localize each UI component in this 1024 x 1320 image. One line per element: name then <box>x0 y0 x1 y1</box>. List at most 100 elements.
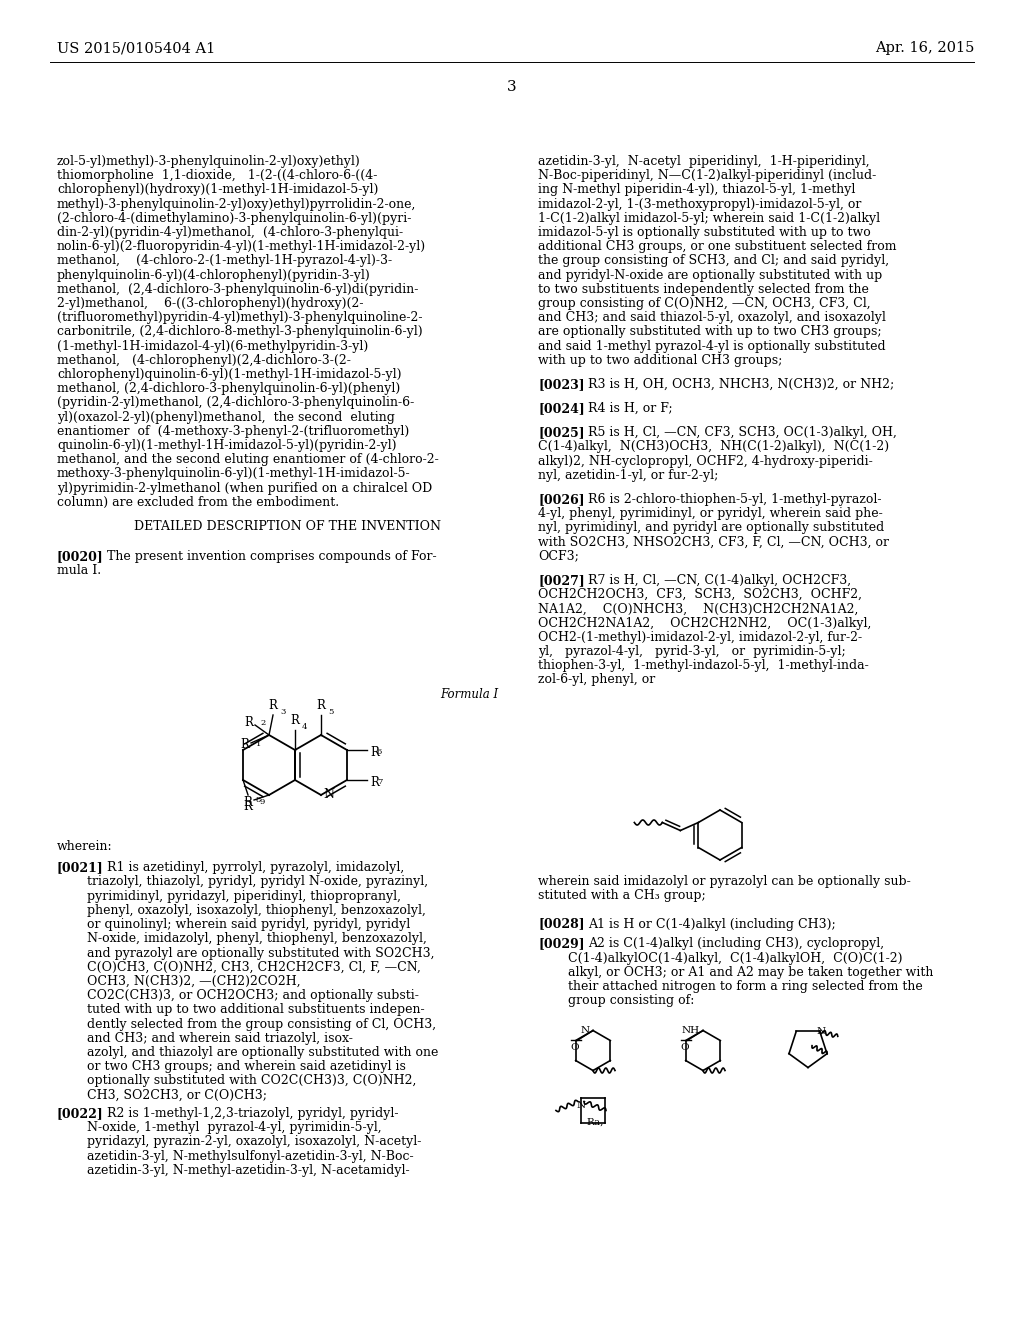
Text: 9: 9 <box>259 799 264 807</box>
Text: R: R <box>268 700 278 711</box>
Text: azetidin-3-yl, N-methylsulfonyl-azetidin-3-yl, N-Boc-: azetidin-3-yl, N-methylsulfonyl-azetidin… <box>87 1150 414 1163</box>
Text: chlorophenyl)(hydroxy)(1-methyl-1H-imidazol-5-yl): chlorophenyl)(hydroxy)(1-methyl-1H-imida… <box>57 183 379 197</box>
Text: DETAILED DESCRIPTION OF THE INVENTION: DETAILED DESCRIPTION OF THE INVENTION <box>133 520 440 533</box>
Text: 2: 2 <box>260 719 265 727</box>
Text: Formula I: Formula I <box>440 688 498 701</box>
Text: methanol, and the second eluting enantiomer of (4-chloro-2-: methanol, and the second eluting enantio… <box>57 453 438 466</box>
Text: [0022]: [0022] <box>57 1107 103 1119</box>
Text: the group consisting of SCH3, and Cl; and said pyridyl,: the group consisting of SCH3, and Cl; an… <box>538 255 889 268</box>
Text: their attached nitrogen to form a ring selected from the: their attached nitrogen to form a ring s… <box>568 979 923 993</box>
Text: to two substituents independently selected from the: to two substituents independently select… <box>538 282 869 296</box>
Text: yl)pyrimidin-2-ylmethanol (when purified on a chiralcel OD: yl)pyrimidin-2-ylmethanol (when purified… <box>57 482 432 495</box>
Text: OCH3, N(CH3)2, —(CH2)2CO2H,: OCH3, N(CH3)2, —(CH2)2CO2H, <box>87 975 301 987</box>
Text: 4-yl, phenyl, pyrimidinyl, or pyridyl, wherein said phe-: 4-yl, phenyl, pyrimidinyl, or pyridyl, w… <box>538 507 883 520</box>
Text: R: R <box>370 776 379 788</box>
Text: quinolin-6-yl)(1-methyl-1H-imidazol-5-yl)(pyridin-2-yl): quinolin-6-yl)(1-methyl-1H-imidazol-5-yl… <box>57 440 396 451</box>
Text: alkyl)2, NH-cyclopropyl, OCHF2, 4-hydroxy-piperidi-: alkyl)2, NH-cyclopropyl, OCHF2, 4-hydrox… <box>538 454 872 467</box>
Text: column) are excluded from the embodiment.: column) are excluded from the embodiment… <box>57 496 339 508</box>
Text: R: R <box>370 746 379 759</box>
Text: N: N <box>323 788 334 801</box>
Text: R5 is H, Cl, —CN, CF3, SCH3, OC(1-3)alkyl, OH,: R5 is H, Cl, —CN, CF3, SCH3, OC(1-3)alky… <box>588 426 897 440</box>
Text: O: O <box>570 1043 580 1052</box>
Text: N: N <box>816 1027 825 1036</box>
Text: R3 is H, OH, OCH3, NHCH3, N(CH3)2, or NH2;: R3 is H, OH, OCH3, NHCH3, N(CH3)2, or NH… <box>588 378 894 391</box>
Text: group consisting of:: group consisting of: <box>568 994 694 1007</box>
Text: (pyridin-2-yl)methanol, (2,4-dichloro-3-phenylquinolin-6-: (pyridin-2-yl)methanol, (2,4-dichloro-3-… <box>57 396 415 409</box>
Text: Ra,: Ra, <box>586 1118 603 1127</box>
Text: NA1A2,    C(O)NHCH3,    N(CH3)CH2CH2NA1A2,: NA1A2, C(O)NHCH3, N(CH3)CH2CH2NA1A2, <box>538 602 858 615</box>
Text: C(1-4)alkylOC(1-4)alkyl,  C(1-4)alkylOH,  C(O)C(1-2): C(1-4)alkylOC(1-4)alkyl, C(1-4)alkylOH, … <box>568 952 902 965</box>
Text: azolyl, and thiazolyl are optionally substituted with one: azolyl, and thiazolyl are optionally sub… <box>87 1045 438 1059</box>
Text: optionally substituted with CO2C(CH3)3, C(O)NH2,: optionally substituted with CO2C(CH3)3, … <box>87 1074 417 1088</box>
Text: 5: 5 <box>328 708 334 715</box>
Text: A1 is H or C(1-4)alkyl (including CH3);: A1 is H or C(1-4)alkyl (including CH3); <box>588 917 836 931</box>
Text: or quinolinyl; wherein said pyridyl, pyridyl, pyridyl: or quinolinyl; wherein said pyridyl, pyr… <box>87 919 411 931</box>
Text: yl,   pyrazol-4-yl,   pyrid-3-yl,   or  pyrimidin-5-yl;: yl, pyrazol-4-yl, pyrid-3-yl, or pyrimid… <box>538 645 846 657</box>
Text: [0021]: [0021] <box>57 861 103 874</box>
Text: [0026]: [0026] <box>538 492 585 506</box>
Text: phenyl, oxazolyl, isoxazolyl, thiophenyl, benzoxazolyl,: phenyl, oxazolyl, isoxazolyl, thiophenyl… <box>87 904 426 917</box>
Text: triazolyl, thiazolyl, pyridyl, pyridyl N-oxide, pyrazinyl,: triazolyl, thiazolyl, pyridyl, pyridyl N… <box>87 875 428 888</box>
Text: chlorophenyl)quinolin-6-yl)(1-methyl-1H-imidazol-5-yl): chlorophenyl)quinolin-6-yl)(1-methyl-1H-… <box>57 368 401 381</box>
Text: enantiomer  of  (4-methoxy-3-phenyl-2-(trifluoromethyl): enantiomer of (4-methoxy-3-phenyl-2-(tri… <box>57 425 410 438</box>
Text: R: R <box>241 738 249 751</box>
Text: R2 is 1-methyl-1,2,3-triazolyl, pyridyl, pyridyl-: R2 is 1-methyl-1,2,3-triazolyl, pyridyl,… <box>106 1107 398 1119</box>
Text: R1 is azetidinyl, pyrrolyl, pyrazolyl, imidazolyl,: R1 is azetidinyl, pyrrolyl, pyrazolyl, i… <box>106 861 404 874</box>
Text: A2 is C(1-4)alkyl (including CH3), cyclopropyl,: A2 is C(1-4)alkyl (including CH3), cyclo… <box>588 937 884 950</box>
Text: N: N <box>581 1026 590 1035</box>
Text: [0029]: [0029] <box>538 937 585 950</box>
Text: and pyrazolyl are optionally substituted with SO2CH3,: and pyrazolyl are optionally substituted… <box>87 946 434 960</box>
Text: nolin-6-yl)(2-fluoropyridin-4-yl)(1-methyl-1H-imidazol-2-yl): nolin-6-yl)(2-fluoropyridin-4-yl)(1-meth… <box>57 240 426 253</box>
Text: NH: NH <box>682 1026 700 1035</box>
Text: R4 is H, or F;: R4 is H, or F; <box>588 403 673 414</box>
Text: 6: 6 <box>377 748 382 756</box>
Text: R: R <box>291 714 299 727</box>
Text: imidazol-5-yl is optionally substituted with up to two: imidazol-5-yl is optionally substituted … <box>538 226 870 239</box>
Text: N: N <box>577 1101 586 1110</box>
Text: methoxy-3-phenylquinolin-6-yl)(1-methyl-1H-imidazol-5-: methoxy-3-phenylquinolin-6-yl)(1-methyl-… <box>57 467 411 480</box>
Text: imidazol-2-yl, 1-(3-methoxypropyl)-imidazol-5-yl, or: imidazol-2-yl, 1-(3-methoxypropyl)-imida… <box>538 198 861 211</box>
Text: thiomorpholine  1,1-dioxide,   1-(2-((4-chloro-6-((4-: thiomorpholine 1,1-dioxide, 1-(2-((4-chl… <box>57 169 378 182</box>
Text: with SO2CH3, NHSO2CH3, CF3, F, Cl, —CN, OCH3, or: with SO2CH3, NHSO2CH3, CF3, F, Cl, —CN, … <box>538 536 889 549</box>
Text: [0024]: [0024] <box>538 403 585 414</box>
Text: zol-6-yl, phenyl, or: zol-6-yl, phenyl, or <box>538 673 655 686</box>
Text: alkyl, or OCH3; or A1 and A2 may be taken together with: alkyl, or OCH3; or A1 and A2 may be take… <box>568 966 933 979</box>
Text: or two CH3 groups; and wherein said azetidinyl is: or two CH3 groups; and wherein said azet… <box>87 1060 406 1073</box>
Text: methanol,    (4-chloro-2-(1-methyl-1H-pyrazol-4-yl)-3-: methanol, (4-chloro-2-(1-methyl-1H-pyraz… <box>57 255 392 268</box>
Text: C(1-4)alkyl,  N(CH3)OCH3,  NH(C(1-2)alkyl),  N(C(1-2): C(1-4)alkyl, N(CH3)OCH3, NH(C(1-2)alkyl)… <box>538 441 889 453</box>
Text: additional CH3 groups, or one substituent selected from: additional CH3 groups, or one substituen… <box>538 240 896 253</box>
Text: N-oxide, 1-methyl  pyrazol-4-yl, pyrimidin-5-yl,: N-oxide, 1-methyl pyrazol-4-yl, pyrimidi… <box>87 1121 382 1134</box>
Text: with up to two additional CH3 groups;: with up to two additional CH3 groups; <box>538 354 782 367</box>
Text: N-Boc-piperidinyl, N—C(1-2)alkyl-piperidinyl (includ-: N-Boc-piperidinyl, N—C(1-2)alkyl-piperid… <box>538 169 877 182</box>
Text: R: R <box>243 796 252 808</box>
Text: R7 is H, Cl, —CN, C(1-4)alkyl, OCH2CF3,: R7 is H, Cl, —CN, C(1-4)alkyl, OCH2CF3, <box>588 574 851 587</box>
Text: yl)(oxazol-2-yl)(phenyl)methanol,  the second  eluting: yl)(oxazol-2-yl)(phenyl)methanol, the se… <box>57 411 395 424</box>
Text: and CH3; and said thiazol-5-yl, oxazolyl, and isoxazolyl: and CH3; and said thiazol-5-yl, oxazolyl… <box>538 312 886 325</box>
Text: [0028]: [0028] <box>538 917 585 931</box>
Text: O: O <box>681 1043 689 1052</box>
Text: pyrimidinyl, pyridazyl, piperidinyl, thiopropranyl,: pyrimidinyl, pyridazyl, piperidinyl, thi… <box>87 890 401 903</box>
Text: and said 1-methyl pyrazol-4-yl is optionally substituted: and said 1-methyl pyrazol-4-yl is option… <box>538 339 886 352</box>
Text: R6 is 2-chloro-thiophen-5-yl, 1-methyl-pyrazol-: R6 is 2-chloro-thiophen-5-yl, 1-methyl-p… <box>588 492 882 506</box>
Text: methanol, (2,4-dichloro-3-phenylquinolin-6-yl)(phenyl): methanol, (2,4-dichloro-3-phenylquinolin… <box>57 383 400 395</box>
Text: dently selected from the group consisting of Cl, OCH3,: dently selected from the group consistin… <box>87 1018 436 1031</box>
Text: OCF3;: OCF3; <box>538 549 579 562</box>
Text: [0020]: [0020] <box>57 549 103 562</box>
Text: 2-yl)methanol,    6-((3-chlorophenyl)(hydroxy)(2-: 2-yl)methanol, 6-((3-chlorophenyl)(hydro… <box>57 297 364 310</box>
Text: and CH3; and wherein said triazolyl, isox-: and CH3; and wherein said triazolyl, iso… <box>87 1032 353 1044</box>
Text: OCH2CH2OCH3,  CF3,  SCH3,  SO2CH3,  OCHF2,: OCH2CH2OCH3, CF3, SCH3, SO2CH3, OCHF2, <box>538 589 862 601</box>
Text: Apr. 16, 2015: Apr. 16, 2015 <box>874 41 974 55</box>
Text: nyl, pyrimidinyl, and pyridyl are optionally substituted: nyl, pyrimidinyl, and pyridyl are option… <box>538 521 885 535</box>
Text: (trifluoromethyl)pyridin-4-yl)methyl)-3-phenylquinoline-2-: (trifluoromethyl)pyridin-4-yl)methyl)-3-… <box>57 312 423 325</box>
Text: 4: 4 <box>302 723 307 731</box>
Text: stituted with a CH₃ group;: stituted with a CH₃ group; <box>538 890 706 902</box>
Text: C(O)CH3, C(O)NH2, CH3, CH2CH2CF3, Cl, F, —CN,: C(O)CH3, C(O)NH2, CH3, CH2CH2CF3, Cl, F,… <box>87 961 421 974</box>
Text: (1-methyl-1H-imidazol-4-yl)(6-methylpyridin-3-yl): (1-methyl-1H-imidazol-4-yl)(6-methylpyri… <box>57 339 369 352</box>
Text: OCH2CH2NA1A2,    OCH2CH2NH2,    OC(1-3)alkyl,: OCH2CH2NA1A2, OCH2CH2NH2, OC(1-3)alkyl, <box>538 616 871 630</box>
Text: phenylquinolin-6-yl)(4-chlorophenyl)(pyridin-3-yl): phenylquinolin-6-yl)(4-chlorophenyl)(pyr… <box>57 268 371 281</box>
Text: 1: 1 <box>256 741 261 748</box>
Text: tuted with up to two additional substituents indepen-: tuted with up to two additional substitu… <box>87 1003 425 1016</box>
Text: din-2-yl)(pyridin-4-yl)methanol,  (4-chloro-3-phenylqui-: din-2-yl)(pyridin-4-yl)methanol, (4-chlo… <box>57 226 403 239</box>
Text: azetidin-3-yl, N-methyl-azetidin-3-yl, N-acetamidyl-: azetidin-3-yl, N-methyl-azetidin-3-yl, N… <box>87 1164 410 1176</box>
Text: azetidin-3-yl,  N-acetyl  piperidinyl,  1-H-piperidinyl,: azetidin-3-yl, N-acetyl piperidinyl, 1-H… <box>538 154 869 168</box>
